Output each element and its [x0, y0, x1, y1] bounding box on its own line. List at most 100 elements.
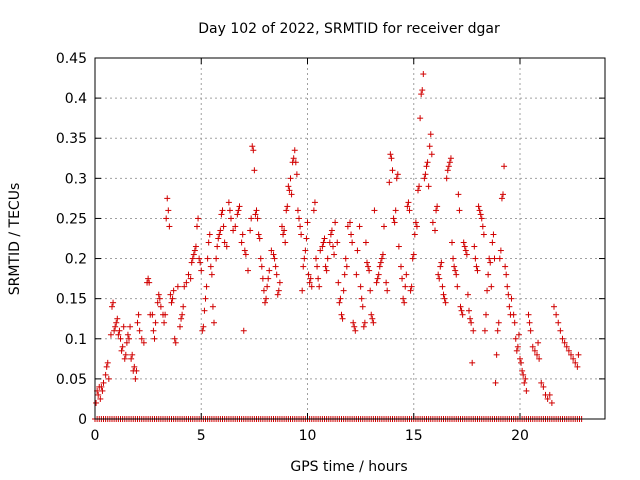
data-point [291, 147, 298, 154]
data-point [350, 319, 357, 326]
data-point [424, 159, 431, 166]
data-point [487, 259, 494, 266]
data-point [561, 339, 568, 346]
data-point [169, 295, 176, 302]
data-point [316, 283, 323, 290]
data-point [483, 311, 489, 318]
data-point [515, 331, 522, 338]
data-point [197, 259, 204, 266]
data-point [351, 323, 358, 330]
data-point [121, 355, 128, 362]
y-tick-label: 0.1 [65, 332, 87, 348]
data-point [517, 355, 523, 362]
data-point [211, 319, 217, 326]
data-point [423, 163, 430, 170]
data-point [379, 251, 386, 258]
data-point [258, 263, 265, 270]
data-point [389, 167, 396, 174]
data-point [327, 231, 334, 238]
data-point [418, 91, 425, 98]
data-point [112, 323, 119, 330]
data-point [336, 299, 343, 306]
y-tick-label: 0.25 [56, 211, 87, 227]
data-point [393, 175, 400, 182]
data-point [273, 271, 280, 278]
data-point [460, 239, 467, 246]
data-point [342, 255, 349, 262]
data-point [370, 319, 377, 326]
data-point [518, 359, 525, 366]
y-tick-label: 0.2 [65, 252, 87, 268]
data-point [378, 255, 385, 262]
data-point [129, 351, 136, 358]
data-point [407, 287, 414, 294]
data-point [124, 331, 131, 338]
data-point [551, 303, 557, 310]
data-point [263, 295, 270, 302]
data-point [400, 295, 407, 302]
data-point [188, 259, 195, 266]
plot-frame [94, 57, 606, 420]
data-point [138, 335, 145, 342]
data-point [217, 227, 224, 234]
data-point [419, 87, 426, 94]
data-point [348, 231, 355, 238]
data-point [439, 283, 446, 290]
data-point [401, 299, 408, 306]
data-point [109, 303, 115, 310]
data-point [165, 207, 172, 214]
axis-ticks: 0 0.05 0.1 0.15 0.2 0.25 0.3 0.35 0.4 0.45 0 5 10 15 2… [56, 51, 605, 444]
data-point [296, 215, 302, 222]
data-point [506, 303, 513, 310]
data-point [320, 239, 327, 246]
data-point [492, 379, 499, 386]
data-point [195, 215, 202, 222]
data-point [214, 243, 221, 250]
data-point [337, 295, 344, 302]
x-axis-label: GPS time / hours [290, 459, 407, 475]
data-point [324, 255, 331, 262]
data-point [536, 355, 543, 362]
data-point [428, 151, 435, 158]
data-point [479, 223, 486, 230]
data-point [270, 251, 277, 258]
data-point [383, 279, 390, 286]
data-point [303, 235, 310, 242]
data-point [433, 207, 440, 214]
data-point [421, 175, 428, 182]
data-point [425, 183, 432, 190]
data-point [167, 291, 174, 298]
data-point [250, 147, 257, 154]
data-point [529, 343, 536, 350]
data-point [203, 283, 210, 290]
data-point [565, 347, 572, 354]
data-point [340, 287, 347, 294]
data-point [454, 283, 461, 290]
data-point [185, 271, 192, 278]
data-point [200, 323, 207, 330]
data-point [406, 207, 413, 214]
data-point [154, 299, 161, 306]
data-point [444, 167, 451, 174]
data-point [352, 327, 359, 334]
data-point [157, 303, 164, 310]
data-point [162, 311, 169, 318]
data-point [236, 203, 243, 210]
data-point [156, 295, 163, 302]
data-point [422, 171, 429, 178]
data-point [208, 271, 215, 278]
data-point [207, 263, 214, 270]
data-point [449, 239, 455, 246]
data-point [338, 311, 345, 318]
data-point [357, 283, 364, 290]
data-point [163, 215, 170, 222]
data-point [450, 255, 457, 262]
data-point [285, 183, 292, 190]
data-point [145, 275, 152, 282]
data-point [178, 315, 185, 322]
data-point [259, 275, 266, 282]
data-point [170, 287, 177, 294]
data-point [317, 247, 324, 254]
data-point [136, 327, 143, 334]
data-point [410, 251, 417, 258]
